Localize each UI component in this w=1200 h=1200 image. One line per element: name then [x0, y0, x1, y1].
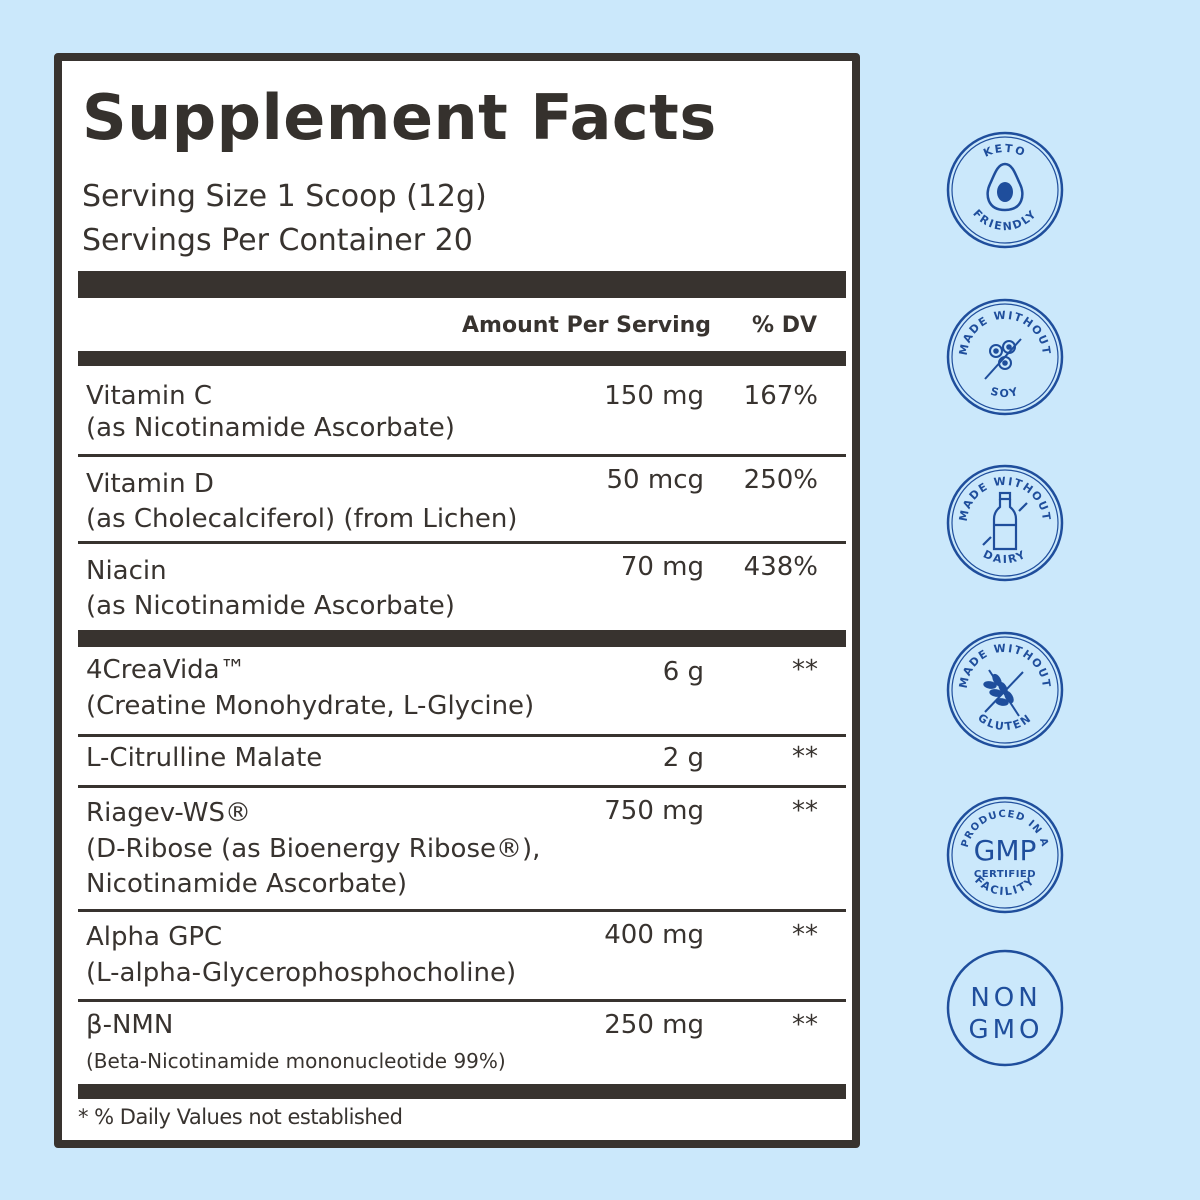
svg-text:SOY: SOY	[989, 385, 1021, 400]
nutrient-source: (as Nicotinamide Ascorbate)	[86, 591, 455, 621]
badge-bottom-text: DAIRY	[981, 547, 1027, 566]
nutrient-dv: 438%	[743, 552, 818, 582]
nutrient-dv: 250%	[743, 465, 818, 495]
servings-per-container: Servings Per Container 20	[82, 223, 473, 258]
nutrient-source: (Creatine Monohydrate, L-Glycine)	[86, 691, 535, 721]
badge-bottom-text: SOY	[989, 385, 1019, 400]
badge-top-text: KETO	[981, 142, 1026, 160]
column-header-dv: % DV	[752, 313, 817, 338]
label-title: Supplement Facts	[82, 81, 717, 154]
nutrient-name: β-NMN	[86, 1010, 174, 1040]
non-gmo-badge: NON GMO	[945, 948, 1065, 1068]
badge-bottom-text: GLUTEN	[975, 711, 1032, 733]
nutrient-row: 4CreaVida™ (Creatine Monohydrate, L-Glyc…	[78, 647, 846, 737]
supplement-facts-panel: Supplement Facts Serving Size 1 Scoop (1…	[54, 53, 860, 1148]
gmp-text: GMP	[974, 834, 1037, 867]
nutrient-amount: 400 mg	[604, 920, 704, 950]
nutrient-name: Niacin	[86, 556, 167, 586]
nutrient-amount: 2 g	[662, 743, 704, 773]
non-text: NON	[970, 983, 1041, 1013]
made-without-gluten-badge: MADE WITHOUT GLUTEN	[945, 630, 1065, 750]
section-divider	[78, 630, 846, 647]
nutrient-name: Vitamin D	[86, 469, 214, 499]
nutrient-source: (Beta-Nicotinamide mononucleotide 99%)	[86, 1049, 506, 1073]
column-header-amount: Amount Per Serving	[462, 313, 712, 338]
svg-text:GLUTEN: GLUTEN	[975, 711, 1034, 733]
nutrient-source: (as Cholecalciferol) (from Lichen)	[86, 504, 518, 534]
keto-friendly-badge: KETO FRIENDLY	[945, 130, 1065, 250]
nutrient-name: 4CreaVida™	[86, 655, 246, 685]
nutrient-dv: **	[792, 655, 818, 685]
nutrient-dv: **	[792, 1010, 818, 1040]
serving-size: Serving Size 1 Scoop (12g)	[82, 179, 487, 214]
nutrient-amount: 150 mg	[604, 381, 704, 411]
gmo-text: GMO	[968, 1015, 1043, 1045]
footnote: * % Daily Values not established	[78, 1105, 403, 1129]
nutrient-row: Vitamin D (as Cholecalciferol) (from Lic…	[78, 457, 846, 544]
certified-text: CERTIFIED	[974, 869, 1036, 880]
nutrient-amount: 70 mg	[620, 552, 704, 582]
soybean-icon	[984, 338, 1022, 380]
svg-text:DAIRY: DAIRY	[981, 547, 1029, 566]
nutrient-amount: 250 mg	[604, 1010, 704, 1040]
nutrient-row: β-NMN (Beta-Nicotinamide mononucleotide …	[78, 1002, 846, 1084]
bottom-divider	[78, 1084, 846, 1099]
nutrient-amount: 750 mg	[604, 796, 704, 826]
nutrient-dv: **	[792, 742, 818, 772]
nutrient-source-line2: Nicotinamide Ascorbate)	[86, 869, 408, 899]
nutrient-source: (L-alpha-Glycerophosphocholine)	[86, 958, 517, 988]
nutrient-amount: 6 g	[662, 657, 704, 687]
header-divider	[78, 351, 846, 366]
made-without-dairy-badge: MADE WITHOUT DAIRY	[945, 463, 1065, 583]
wheat-icon	[983, 669, 1024, 717]
nutrient-row: L-Citrulline Malate 2 g **	[78, 737, 846, 788]
nutrient-row: Niacin (as Nicotinamide Ascorbate) 70 mg…	[78, 544, 846, 630]
nutrient-row: Alpha GPC (L-alpha-Glycerophosphocholine…	[78, 912, 846, 1002]
nutrient-dv: **	[792, 796, 818, 826]
nutrient-dv: **	[792, 920, 818, 950]
nutrient-name: Riagev-WS®	[86, 798, 251, 828]
nutrient-name: Alpha GPC	[86, 922, 223, 952]
nutrient-row: Vitamin C (as Nicotinamide Ascorbate) 15…	[78, 366, 846, 457]
nutrient-amount: 50 mcg	[606, 465, 704, 495]
nutrient-source: (D-Ribose (as Bioenergy Ribose®),	[86, 834, 541, 864]
avocado-icon	[986, 162, 1024, 212]
nutrient-source: (as Nicotinamide Ascorbate)	[86, 413, 455, 443]
nutrient-name: Vitamin C	[86, 381, 213, 411]
svg-text:KETO: KETO	[981, 142, 1028, 160]
nutrient-name: L-Citrulline Malate	[86, 743, 323, 773]
gmp-certified-badge: PRODUCED IN A FACILITY GMP CERTIFIED	[945, 795, 1065, 915]
nutrient-dv: 167%	[743, 381, 818, 411]
thick-divider	[78, 271, 846, 298]
made-without-soy-badge: MADE WITHOUT SOY	[945, 297, 1065, 417]
milk-bottle-icon	[982, 491, 1028, 551]
nutrient-row: Riagev-WS® (D-Ribose (as Bioenergy Ribos…	[78, 788, 846, 912]
